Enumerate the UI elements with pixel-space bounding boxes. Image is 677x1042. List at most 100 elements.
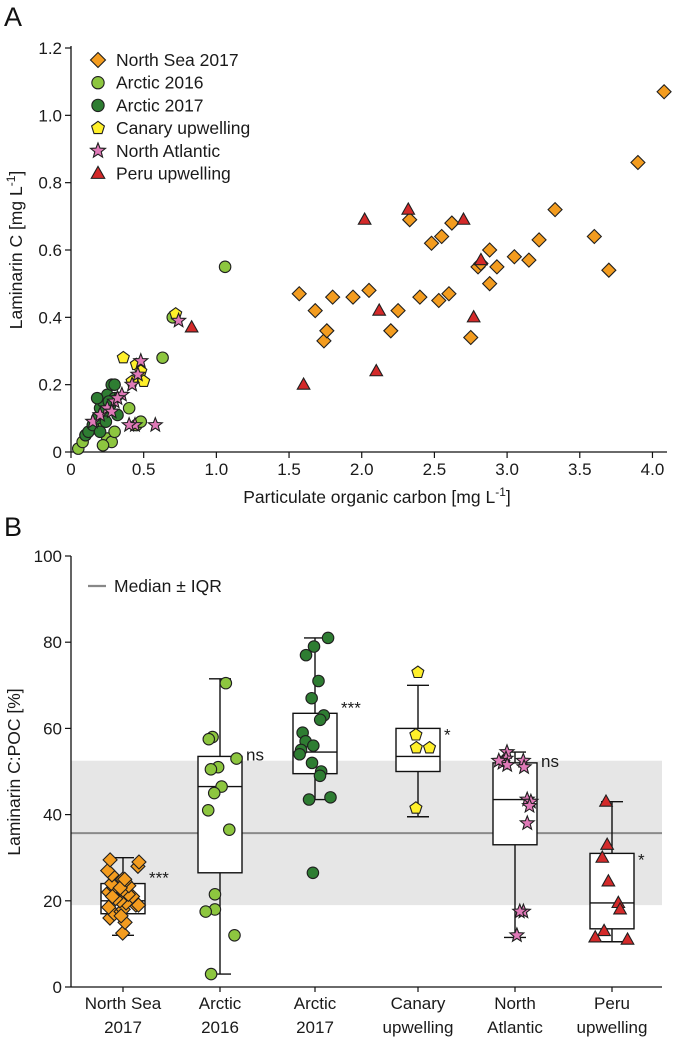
data-point [319,323,335,339]
data-point [430,292,447,309]
data-point [466,309,481,323]
data-point [409,727,423,741]
data-point [293,747,306,761]
data-point [204,763,218,776]
data-point [361,282,377,299]
data-point [371,302,387,316]
data-point [291,285,308,302]
y-axis-title-b: Laminarin C:POC [%] [4,688,24,855]
data-point [511,902,529,919]
y-tick-label-b: 60 [43,719,62,738]
data-point [444,215,460,231]
data-point [93,425,107,439]
box-group: ns Arctic 2016 [197,676,264,1037]
data-point [114,925,131,941]
median-legend-label: Median ± IQR [114,576,222,596]
significance-label: * [444,725,451,744]
legend-marker [89,141,107,159]
box-group: *** North Sea 2017 [85,852,169,1037]
x-tick-label: 3.0 [495,460,519,479]
data-point [599,836,615,850]
legend-label: Canary upwelling [116,118,250,138]
panel-letter-b: B [4,512,22,542]
y-tick-label: 0.6 [38,241,62,260]
data-point [481,275,498,292]
y-tick-label: 0.8 [38,174,62,193]
x-tick-label: 4.0 [641,460,665,479]
data-point [324,289,341,305]
data-point [208,888,222,901]
box-plot-panel: 0 20 40 60 80 100 *** North Sea 2017 ns Arctic 201… [4,547,662,1037]
data-point [305,691,318,705]
legend-marker [90,120,106,135]
data-point [302,793,316,806]
data-point [307,739,320,752]
group-label-line1: North Sea [85,994,162,1013]
y-tick-label-b: 100 [34,547,62,566]
group-label-line1: Arctic [199,994,242,1013]
legend-label: Arctic 2016 [116,73,204,93]
data-point [612,901,628,915]
significance-label: * [638,850,645,869]
data-point [412,289,428,305]
data-point [630,154,646,171]
data-point [345,289,361,305]
data-point [201,803,215,817]
data-point [401,211,418,228]
legend-marker [91,98,105,113]
box-legend: Median ± IQR [88,576,222,596]
data-point [321,631,335,645]
legend-marker [91,75,105,90]
box-group: * Peru upwelling [577,793,648,1037]
data-point [108,425,121,439]
box-group: *** Arctic 2017 [292,631,361,1037]
group-label-line1: Canary [391,994,446,1013]
y-tick-label: 0 [53,443,62,462]
box-groups: *** North Sea 2017 ns Arctic 2016 *** Arctic 201… [85,631,648,1037]
data-point [204,967,218,981]
data-point [222,823,236,836]
y-tick-label-b: 40 [43,806,62,825]
data-point [433,228,450,245]
data-point [490,751,508,768]
data-point [202,732,216,746]
data-point [312,674,325,688]
data-point [409,740,423,754]
x-tick-label: 0.5 [132,460,156,479]
scatter-axes: 0 0.2 0.4 0.6 0.8 1.0 1.2 0 0.5 1.0 1.5 2.0 2.5 3.0 3.… [38,39,667,479]
data-point [423,235,440,252]
data-point [595,849,610,863]
data-point [90,391,104,405]
data-point [313,713,327,727]
group-label-line1: North [494,994,536,1013]
reference-iqr-band [71,760,662,906]
data-point [601,262,617,278]
significance-label: ns [541,752,559,771]
legend-label: North Atlantic [116,141,220,161]
data-point [99,862,116,879]
data-point [515,758,533,775]
group-label-line2: Atlantic [487,1018,543,1037]
group-label-line2: upwelling [577,1018,648,1037]
group-label-line1: Arctic [294,994,337,1013]
data-point [307,640,321,653]
y-tick-label: 1.2 [38,39,62,58]
data-point [305,756,319,770]
panel-letter-a: A [4,2,22,32]
x-axis-title: Particulate organic carbon [mg L-1] [243,485,511,507]
legend-label: Peru upwelling [116,164,231,184]
data-point [130,897,147,913]
data-point [129,365,147,382]
y-tick-label-b: 80 [43,633,62,652]
group-label-line1: Peru [594,994,630,1013]
scatter-plot-panel: 0 0.2 0.4 0.6 0.8 1.0 1.2 0 0.5 1.0 1.5 2.0 2.5 3.0 3.… [4,39,672,507]
data-point [462,329,479,346]
data-point [307,302,323,319]
data-point [132,352,150,369]
data-point [199,905,212,918]
data-point [103,402,121,419]
data-point [409,801,423,814]
x-tick-label: 2.0 [350,460,374,479]
data-point [116,871,133,888]
